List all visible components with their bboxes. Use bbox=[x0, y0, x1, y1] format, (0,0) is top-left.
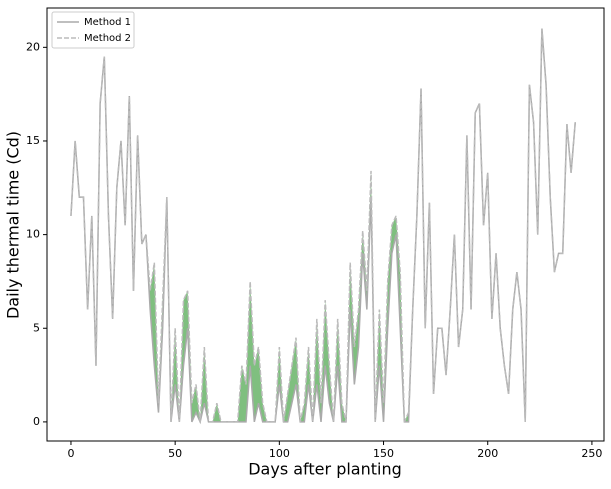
legend-label: Method 1 bbox=[84, 17, 131, 28]
y-tick-label: 20 bbox=[26, 40, 40, 53]
x-tick-label: 100 bbox=[269, 447, 290, 460]
plot-frame bbox=[46, 7, 605, 442]
y-tick-label: 15 bbox=[26, 134, 40, 147]
y-tick-label: 10 bbox=[26, 228, 40, 241]
legend-box bbox=[51, 11, 135, 49]
x-tick-label: 200 bbox=[477, 447, 498, 460]
x-tick-label: 150 bbox=[373, 447, 394, 460]
y-axis-label: Daily thermal time (Cd) bbox=[4, 131, 23, 319]
x-tick-label: 50 bbox=[168, 447, 182, 460]
x-tick-label: 250 bbox=[581, 447, 602, 460]
y-tick-label: 5 bbox=[33, 321, 40, 334]
series-line bbox=[70, 28, 576, 423]
x-axis-label: Days after planting bbox=[248, 460, 402, 479]
legend-label: Method 2 bbox=[84, 33, 131, 44]
y-tick-label: 0 bbox=[33, 415, 40, 428]
x-tick-label: 0 bbox=[67, 447, 74, 460]
